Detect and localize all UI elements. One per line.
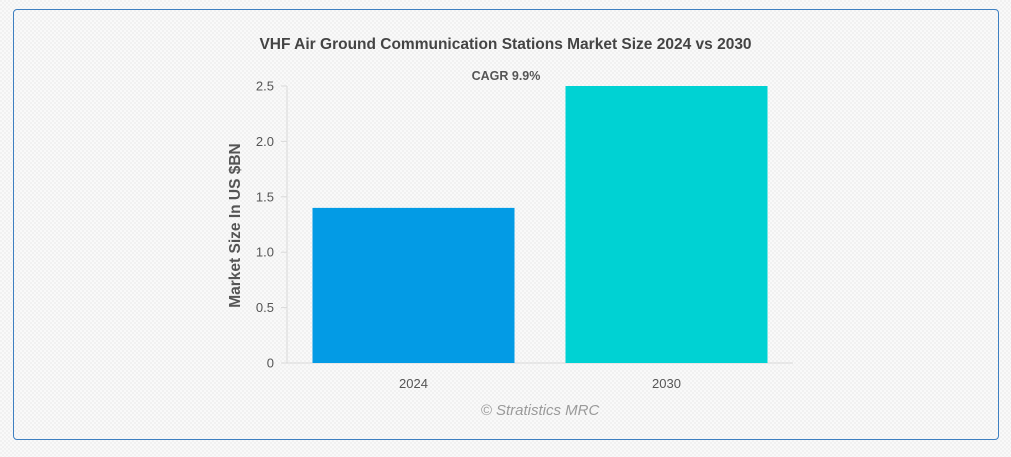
bars-group (312, 86, 768, 363)
y-tick-label: 1.5 (256, 189, 274, 204)
cagr-annotation: CAGR 9.9% (472, 69, 541, 83)
y-tick-label: 0.5 (256, 300, 274, 315)
x-tick-label: 2024 (399, 376, 428, 391)
watermark: © Stratistics MRC (480, 402, 600, 419)
y-tick-label: 2.5 (256, 79, 274, 94)
chart-card (13, 9, 999, 440)
x-tick-label: 2030 (652, 376, 681, 391)
y-tick-label: 2.0 (256, 134, 274, 149)
bar-2024 (312, 207, 515, 363)
y-tick-label: 1.0 (256, 245, 274, 260)
chart-title: VHF Air Ground Communication Stations Ma… (259, 36, 752, 53)
bar-2030 (565, 86, 768, 363)
y-axis-ticks: 0 0.5 1.0 1.5 2.0 2.5 (256, 79, 287, 371)
x-axis-ticks: 2024 2030 (399, 376, 681, 391)
y-tick-label: 0 (267, 356, 274, 371)
y-axis-label: Market Size In US $BN (227, 143, 244, 308)
